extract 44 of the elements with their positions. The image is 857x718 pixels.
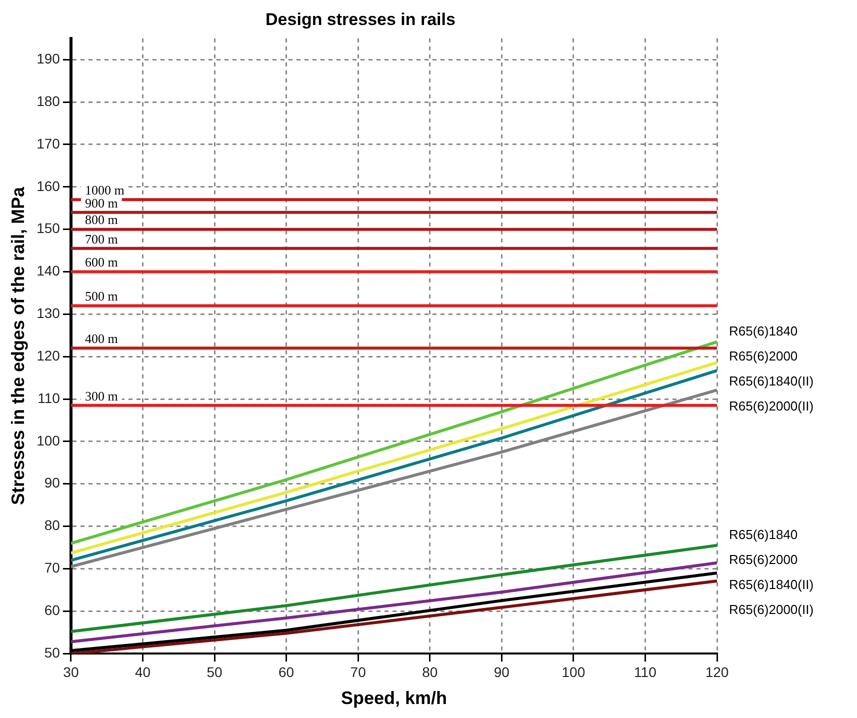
series-label: R65(6)2000(II) (729, 602, 814, 617)
x-tick-label: 70 (350, 664, 366, 680)
ref-line-label: 500 m (84, 288, 118, 304)
series-label: R65(6)1840 (729, 526, 798, 542)
x-tick-label: 50 (206, 664, 223, 680)
series-label: R65(6)1840(II) (729, 576, 814, 592)
y-tick-label: 80 (44, 517, 60, 534)
y-tick-label: 160 (36, 178, 60, 194)
x-tick-label: 60 (278, 664, 294, 680)
x-tick-label: 110 (634, 664, 657, 680)
ref-line-label: 1000 m (84, 182, 124, 198)
y-tick-label: 110 (38, 390, 60, 406)
series-label: R65(6)2000 (729, 348, 798, 364)
series-label: R65(6)1840(II) (729, 373, 814, 388)
ref-line-label: 800 m (84, 212, 118, 228)
series-label: R65(6)2000 (729, 552, 798, 567)
ref-line-label: 900 m (84, 195, 118, 210)
y-tick-label: 130 (36, 305, 60, 322)
y-tick-label: 120 (36, 347, 60, 364)
y-tick-label: 180 (36, 92, 60, 109)
x-tick-label: 120 (705, 664, 729, 680)
series-label: R65(6)1840 (729, 323, 798, 338)
x-tick-label: 80 (422, 664, 438, 680)
y-tick-label: 100 (36, 432, 60, 448)
ref-line-label: 700 m (84, 231, 118, 246)
x-tick-label: 40 (134, 664, 151, 680)
y-axis-title: Stresses in the edges of the rail, MPa (8, 186, 28, 506)
x-axis-title: Speed, km/h (340, 688, 447, 708)
y-tick-label: 140 (36, 262, 60, 279)
ref-line-label: 600 m (84, 254, 118, 270)
y-tick-label: 50 (44, 644, 60, 660)
y-tick-label: 60 (44, 602, 60, 618)
y-tick-label: 70 (44, 560, 60, 576)
x-tick-label: 90 (494, 664, 510, 680)
x-tick-label: 100 (562, 664, 586, 680)
ref-line-label: 300 m (84, 388, 118, 404)
y-tick-label: 150 (36, 220, 60, 236)
series-label: R65(6)2000(II) (729, 398, 814, 414)
y-tick-label: 90 (44, 474, 60, 491)
ref-line-label: 400 m (84, 331, 118, 346)
chart-title: Design stresses in rails (266, 10, 456, 29)
y-tick-label: 190 (36, 50, 60, 66)
x-tick-label: 30 (63, 664, 79, 680)
y-tick-label: 170 (36, 135, 60, 152)
